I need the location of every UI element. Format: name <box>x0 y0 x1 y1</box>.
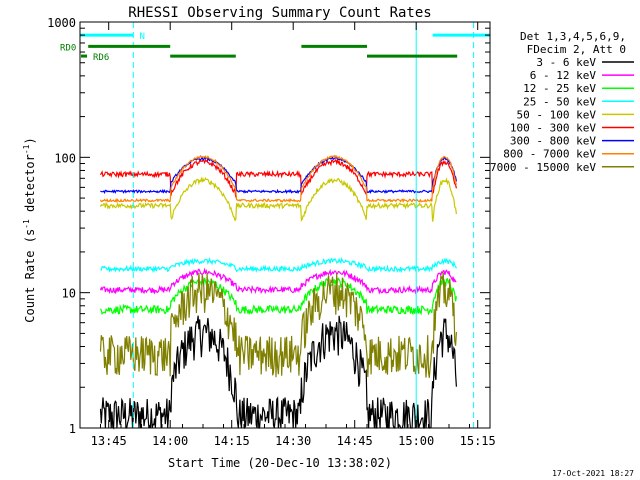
legend-header-1: FDecim 2, Att 0 <box>527 43 626 56</box>
chart-title: RHESSI Observing Summary Count Rates <box>128 5 431 21</box>
legend-label-0: 3 - 6 keV <box>536 56 596 69</box>
legend-label-6: 300 - 800 keV <box>510 135 596 148</box>
legend-label-4: 50 - 100 keV <box>517 108 597 121</box>
series-line-2 <box>99 277 457 316</box>
rd0-label: RD0 <box>60 43 76 53</box>
rd6-marker <box>81 54 87 58</box>
x-tick-label-3: 14:30 <box>275 434 311 448</box>
legend-header-0: Det 1,3,4,5,6,9, <box>520 30 626 43</box>
legend-label-2: 12 - 25 keV <box>523 82 596 95</box>
x-tick-label-2: 14:15 <box>214 434 250 448</box>
legend: Det 1,3,4,5,6,9,FDecim 2, Att 03 - 6 keV… <box>490 30 634 174</box>
series-line-8 <box>99 272 457 378</box>
x-axis-label: Start Time (20-Dec-10 13:38:02) <box>168 456 392 470</box>
legend-label-3: 25 - 50 keV <box>523 95 596 108</box>
x-tick-label-0: 13:45 <box>91 434 127 448</box>
y-tick-label-3: 1000 <box>47 16 76 30</box>
legend-label-8: 7000 - 15000 keV <box>490 161 596 174</box>
legend-label-5: 100 - 300 keV <box>510 122 596 135</box>
series-line-1 <box>99 267 457 295</box>
series-line-3 <box>100 257 457 274</box>
y-tick-label-2: 100 <box>54 151 76 165</box>
series-line-6 <box>100 156 457 195</box>
legend-label-7: 800 - 7000 keV <box>503 148 596 161</box>
x-tick-label-4: 14:45 <box>337 434 373 448</box>
x-tick-label-1: 14:00 <box>152 434 188 448</box>
series-line-4 <box>99 176 457 222</box>
x-tick-label-5: 15:00 <box>398 434 434 448</box>
y-tick-label-0: 1 <box>69 422 76 436</box>
footer-timestamp: 17-Oct-2021 18:27 <box>552 469 634 478</box>
axes-layer: 13:45 14:00 14:15 14:30 14:45 15:00 15:15 1 10 10… <box>47 16 496 448</box>
y-axis-label: Count Rate (s-1 detector-1) <box>22 137 37 322</box>
x-tick-label-6: 15:15 <box>460 434 496 448</box>
series-line-7 <box>99 154 457 204</box>
n-label: N <box>139 32 144 42</box>
series-layer <box>99 154 457 430</box>
legend-label-1: 6 - 12 keV <box>530 69 597 82</box>
rd6-label: RD6 <box>93 53 109 63</box>
y-tick-label-1: 10 <box>62 287 76 301</box>
series-line-5 <box>99 157 457 198</box>
